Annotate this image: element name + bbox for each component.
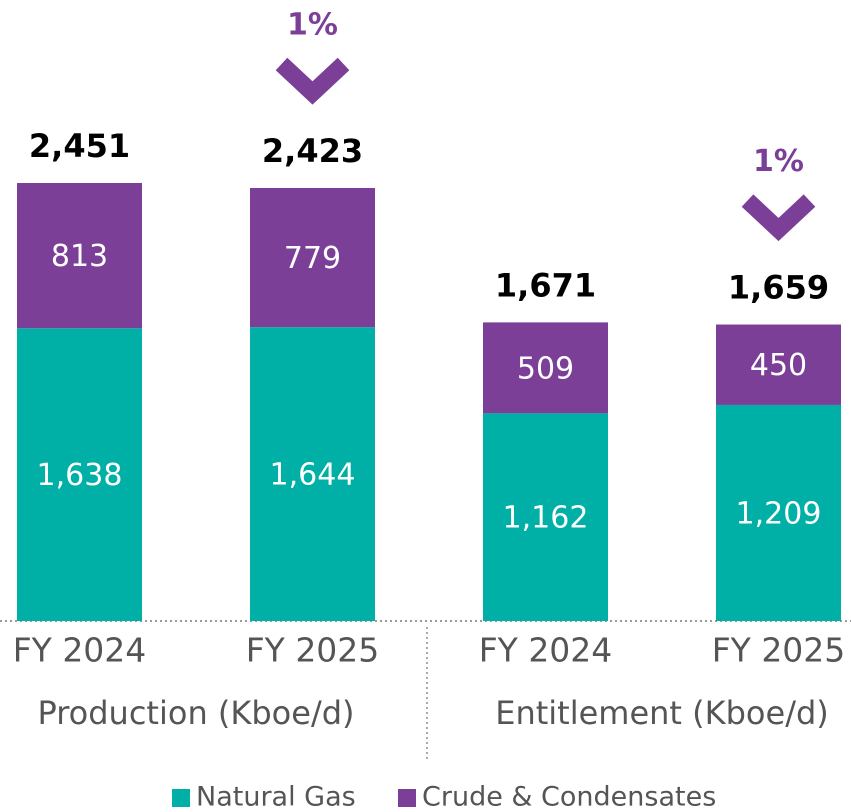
- bar-segment: [17, 182, 142, 329]
- down-chevron: [275, 57, 350, 105]
- legend-swatch: [398, 789, 416, 807]
- group-label: Production (Kboe/d): [37, 694, 354, 732]
- value-label: 1,162: [503, 501, 589, 536]
- value-label: 813: [51, 239, 108, 274]
- total-label: 2,423: [262, 132, 363, 170]
- change-annotation: 1%: [753, 144, 804, 179]
- x-tick-label: FY 2025: [712, 631, 846, 670]
- value-label: 1,638: [37, 458, 123, 493]
- x-tick-label: FY 2024: [479, 631, 613, 670]
- value-label: 1,644: [270, 458, 356, 493]
- bar-segment: [716, 324, 841, 405]
- bar-segment: [716, 404, 841, 621]
- total-label: 1,671: [495, 266, 596, 304]
- legend-label: Crude & Condensates: [422, 782, 716, 812]
- change-annotation: 1%: [287, 7, 338, 42]
- x-tick-label: FY 2025: [246, 631, 380, 670]
- value-label: 1,209: [736, 496, 822, 531]
- value-label: 779: [284, 241, 341, 276]
- bar-segment: [483, 413, 608, 621]
- value-label: 509: [517, 351, 574, 386]
- total-label: 2,451: [29, 127, 130, 165]
- group-label: Entitlement (Kboe/d): [495, 694, 829, 732]
- bar-segment: [250, 187, 375, 328]
- value-label: 450: [750, 348, 807, 383]
- bar-segment: [250, 327, 375, 621]
- total-label: 1,659: [728, 269, 829, 307]
- legend-swatch: [172, 789, 190, 807]
- x-tick-label: FY 2024: [13, 631, 147, 670]
- bar-segment: [17, 328, 142, 621]
- down-chevron: [741, 194, 816, 242]
- legend-label: Natural Gas: [196, 782, 356, 812]
- bar-segment: [483, 322, 608, 414]
